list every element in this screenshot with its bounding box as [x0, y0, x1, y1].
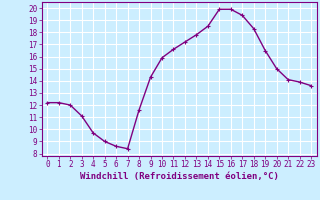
X-axis label: Windchill (Refroidissement éolien,°C): Windchill (Refroidissement éolien,°C)	[80, 172, 279, 181]
